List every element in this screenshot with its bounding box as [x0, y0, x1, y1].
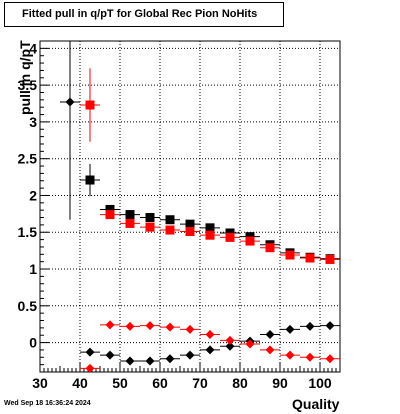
- data-point: [145, 321, 155, 331]
- data-point: [325, 321, 335, 331]
- data-point: [265, 345, 275, 355]
- data-point: [325, 354, 335, 364]
- data-point: [225, 341, 235, 351]
- data-point: [85, 175, 95, 185]
- data-point: [165, 354, 175, 364]
- data-point: [185, 219, 195, 229]
- data-point: [205, 329, 215, 339]
- data-point: [285, 250, 295, 260]
- x-tick-label: 70: [192, 375, 208, 391]
- x-tick-label: 30: [32, 375, 48, 391]
- data-point: [125, 356, 135, 366]
- data-point: [125, 218, 135, 228]
- data-point: [105, 210, 115, 220]
- data-point: [205, 230, 215, 240]
- data-point: [145, 356, 155, 366]
- y-tick-label: 2: [29, 187, 37, 203]
- y-tick-label: 2.5: [18, 151, 38, 167]
- data-point: [165, 322, 175, 332]
- y-tick-label: 1.5: [18, 224, 38, 240]
- data-point: [205, 345, 215, 355]
- data-point: [305, 352, 315, 362]
- data-point: [105, 350, 115, 360]
- series-1: [80, 68, 340, 264]
- timestamp: Wed Sep 18 16:36:24 2024: [4, 400, 91, 407]
- data-series: [60, 41, 340, 372]
- data-point: [265, 329, 275, 339]
- data-point: [285, 324, 295, 334]
- chart-title: Fitted pull in q/pT for Global Rec Pion …: [4, 2, 284, 27]
- y-tick-label: 0: [29, 335, 37, 351]
- y-tick-label: 3: [29, 114, 37, 130]
- plot-frame: [39, 40, 341, 373]
- data-point: [85, 100, 95, 110]
- data-point: [185, 227, 195, 237]
- series-3: [80, 320, 340, 372]
- y-axis-title: pull in q/pT: [17, 40, 33, 115]
- data-point: [205, 223, 215, 233]
- data-point: [245, 236, 255, 246]
- y-tick-label: 3.5: [18, 77, 38, 93]
- data-point: [125, 210, 135, 220]
- axes: 30 40 50 60 70 80 90 100 0 0.5 1 1.5 2 2.5 3 3.5 4: [18, 40, 341, 391]
- data-point: [105, 320, 115, 330]
- x-tick-label: 60: [152, 375, 168, 391]
- data-point: [145, 213, 155, 223]
- data-point: [285, 350, 295, 360]
- data-point: [305, 321, 315, 331]
- data-point: [225, 232, 235, 242]
- data-point: [185, 324, 195, 334]
- series-2: [60, 41, 340, 366]
- data-point: [265, 243, 275, 253]
- y-tick-label: 1: [29, 261, 37, 277]
- data-point: [125, 321, 135, 331]
- x-tick-label: 50: [112, 375, 128, 391]
- data-point: [105, 204, 115, 214]
- x-tick-label: 40: [72, 375, 88, 391]
- grid-lines: [39, 41, 340, 372]
- data-point: [245, 339, 255, 349]
- data-point: [225, 335, 235, 345]
- series-0: [80, 163, 340, 264]
- data-point: [85, 347, 95, 357]
- data-point: [65, 97, 75, 107]
- data-point: [325, 254, 335, 264]
- data-point: [165, 215, 175, 225]
- data-point: [185, 350, 195, 360]
- x-axis-title: Quality: [292, 396, 340, 412]
- x-tick-label: 100: [308, 375, 332, 391]
- x-tick-label: 80: [232, 375, 248, 391]
- data-point: [305, 253, 315, 263]
- y-tick-label: 0.5: [18, 298, 38, 314]
- y-tick-label: 4: [29, 40, 37, 56]
- data-point: [85, 363, 95, 372]
- x-tick-label: 90: [272, 375, 288, 391]
- data-point: [165, 225, 175, 235]
- data-point: [145, 222, 155, 232]
